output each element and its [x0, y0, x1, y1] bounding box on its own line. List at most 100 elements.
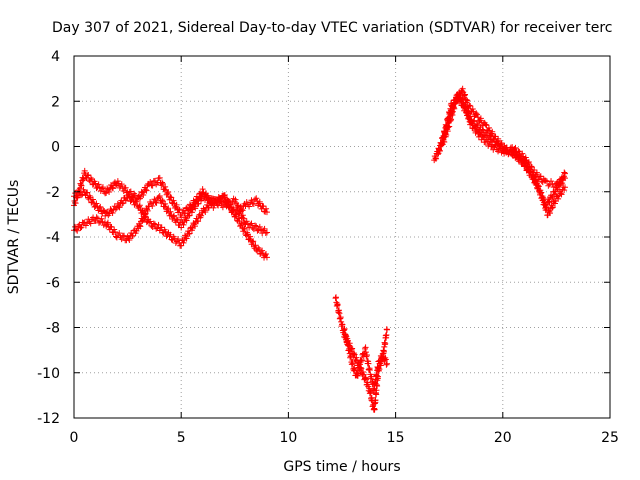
data-point-marker [252, 242, 259, 249]
data-point-marker [205, 204, 212, 211]
data-point-marker [180, 239, 187, 246]
data-point-marker [541, 199, 548, 206]
data-point-marker [498, 140, 505, 147]
y-tick-label: -12 [37, 411, 60, 427]
data-point-marker [221, 195, 228, 202]
data-point-marker [232, 211, 239, 218]
data-point-marker [152, 199, 159, 206]
data-point-marker [77, 182, 84, 189]
data-point-marker [473, 110, 480, 117]
data-point-marker [510, 152, 517, 159]
data-point-marker [250, 238, 257, 245]
data-point-marker [164, 206, 171, 213]
data-point-marker [116, 230, 123, 237]
data-point-marker [512, 149, 519, 156]
data-point-marker [96, 205, 103, 212]
data-point-marker [199, 190, 206, 197]
data-point-marker [164, 190, 171, 197]
y-tick-label: -4 [46, 230, 60, 246]
data-point-marker [372, 397, 379, 404]
data-point-marker [233, 211, 240, 218]
data-point-marker [475, 114, 482, 121]
data-point-marker [383, 332, 390, 339]
data-point-marker [351, 367, 358, 374]
data-point-marker [140, 217, 147, 224]
data-point-marker [149, 203, 156, 210]
data-point-marker [545, 182, 552, 189]
data-point-marker [119, 200, 126, 207]
data-point-marker [204, 192, 211, 199]
data-point-marker [256, 223, 263, 230]
data-point-marker [452, 100, 459, 107]
data-point-marker [162, 183, 169, 190]
data-point-marker [126, 237, 133, 244]
data-point-marker [235, 215, 242, 222]
series-track-c [71, 186, 270, 261]
data-point-marker [118, 181, 125, 188]
data-point-marker [136, 203, 143, 210]
data-point-marker [149, 182, 156, 189]
data-point-marker [106, 188, 113, 195]
data-point-marker [93, 214, 100, 221]
y-tick-label: -2 [46, 185, 60, 201]
data-point-marker [549, 204, 556, 211]
data-point-marker [537, 187, 544, 194]
data-point-marker [195, 218, 202, 225]
data-point-marker [349, 360, 356, 367]
data-point-marker [183, 235, 190, 242]
data-point-marker [261, 225, 268, 232]
data-point-marker [433, 155, 440, 162]
data-point-marker [464, 97, 471, 104]
data-point-marker [495, 148, 502, 155]
data-point-marker [383, 361, 390, 368]
data-point-marker [489, 128, 496, 135]
data-point-marker [159, 180, 166, 187]
data-point-marker [99, 184, 106, 191]
data-point-marker [519, 156, 526, 163]
data-point-marker [382, 356, 389, 363]
data-point-marker [526, 169, 533, 176]
data-point-marker [118, 236, 125, 243]
data-point-marker [449, 108, 456, 115]
data-point-marker [537, 173, 544, 180]
data-point-marker [170, 197, 177, 204]
data-point-marker [254, 227, 261, 234]
data-point-marker [127, 188, 134, 195]
data-point-marker [495, 135, 502, 142]
y-tick-label: -6 [46, 275, 60, 291]
data-point-marker [371, 385, 378, 392]
data-point-marker [529, 171, 536, 178]
data-point-marker [92, 180, 99, 187]
data-point-marker [239, 212, 246, 219]
data-point-marker [353, 354, 360, 361]
data-point-marker [89, 196, 96, 203]
data-point-marker [345, 341, 352, 348]
data-point-marker [144, 206, 151, 213]
data-point-marker [448, 116, 455, 123]
data-point-marker [143, 187, 150, 194]
data-point-marker [527, 168, 534, 175]
data-point-marker [146, 219, 153, 226]
data-point-marker [443, 131, 450, 138]
data-point-marker [531, 178, 538, 185]
data-point-marker [248, 220, 255, 227]
data-point-marker [165, 188, 172, 195]
data-point-marker [376, 360, 383, 367]
data-point-marker [361, 345, 368, 352]
data-point-marker [557, 180, 564, 187]
data-point-marker [516, 152, 523, 159]
data-point-marker [232, 196, 239, 203]
data-point-marker [85, 172, 92, 179]
data-point-marker [535, 183, 542, 190]
data-point-marker [186, 201, 193, 208]
data-point-marker [263, 209, 270, 216]
data-point-marker [351, 351, 358, 358]
data-point-marker [97, 188, 104, 195]
data-point-marker [235, 202, 242, 209]
x-tick-label: 10 [279, 430, 297, 446]
data-point-marker [115, 203, 122, 210]
data-point-marker [534, 182, 541, 189]
data-point-marker [136, 222, 143, 229]
data-point-marker [372, 376, 379, 383]
data-point-marker [376, 358, 383, 365]
